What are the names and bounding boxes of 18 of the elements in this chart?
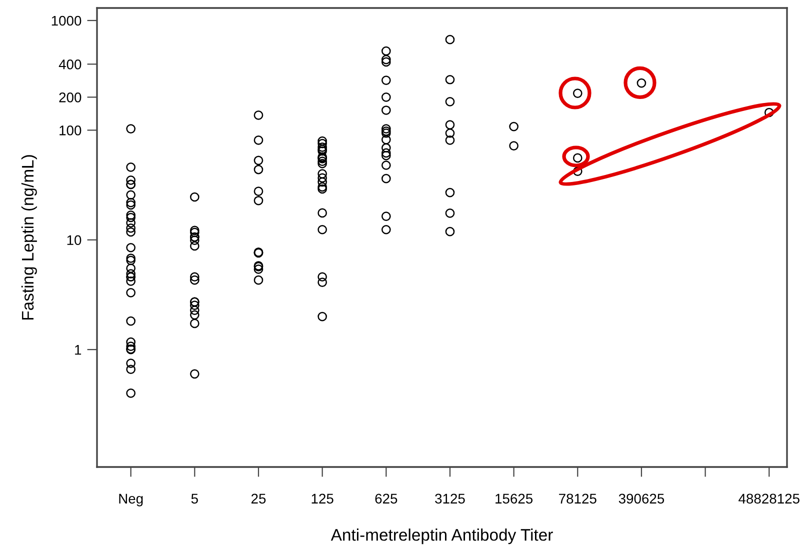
y-tick-label: 1: [75, 345, 82, 355]
x-tick-label: 15625: [496, 494, 533, 504]
x-tick-label: 625: [375, 494, 398, 504]
x-tick-label: 25: [251, 494, 266, 504]
y-tick-label: 400: [58, 59, 82, 70]
x-tick-label: 5: [191, 494, 198, 504]
x-tick-label: 3125: [435, 494, 465, 504]
x-tick-label: 78125: [559, 494, 596, 504]
y-tick-label: 200: [59, 92, 82, 102]
x-tick-label: 48828125: [738, 494, 800, 504]
x-tick-label: 125: [312, 494, 334, 504]
x-tick-label: 390625: [618, 494, 664, 504]
y-axis-title: Fasting Leptin (ng/mL): [21, 155, 37, 320]
y-tick-label: 10: [67, 235, 82, 246]
y-tick-label: 100: [60, 126, 82, 136]
x-axis-title: Anti-metreleptin Antibody Titer: [330, 528, 553, 544]
x-tick-label: Neg: [119, 494, 143, 506]
y-tick-label: 1000: [52, 16, 82, 26]
